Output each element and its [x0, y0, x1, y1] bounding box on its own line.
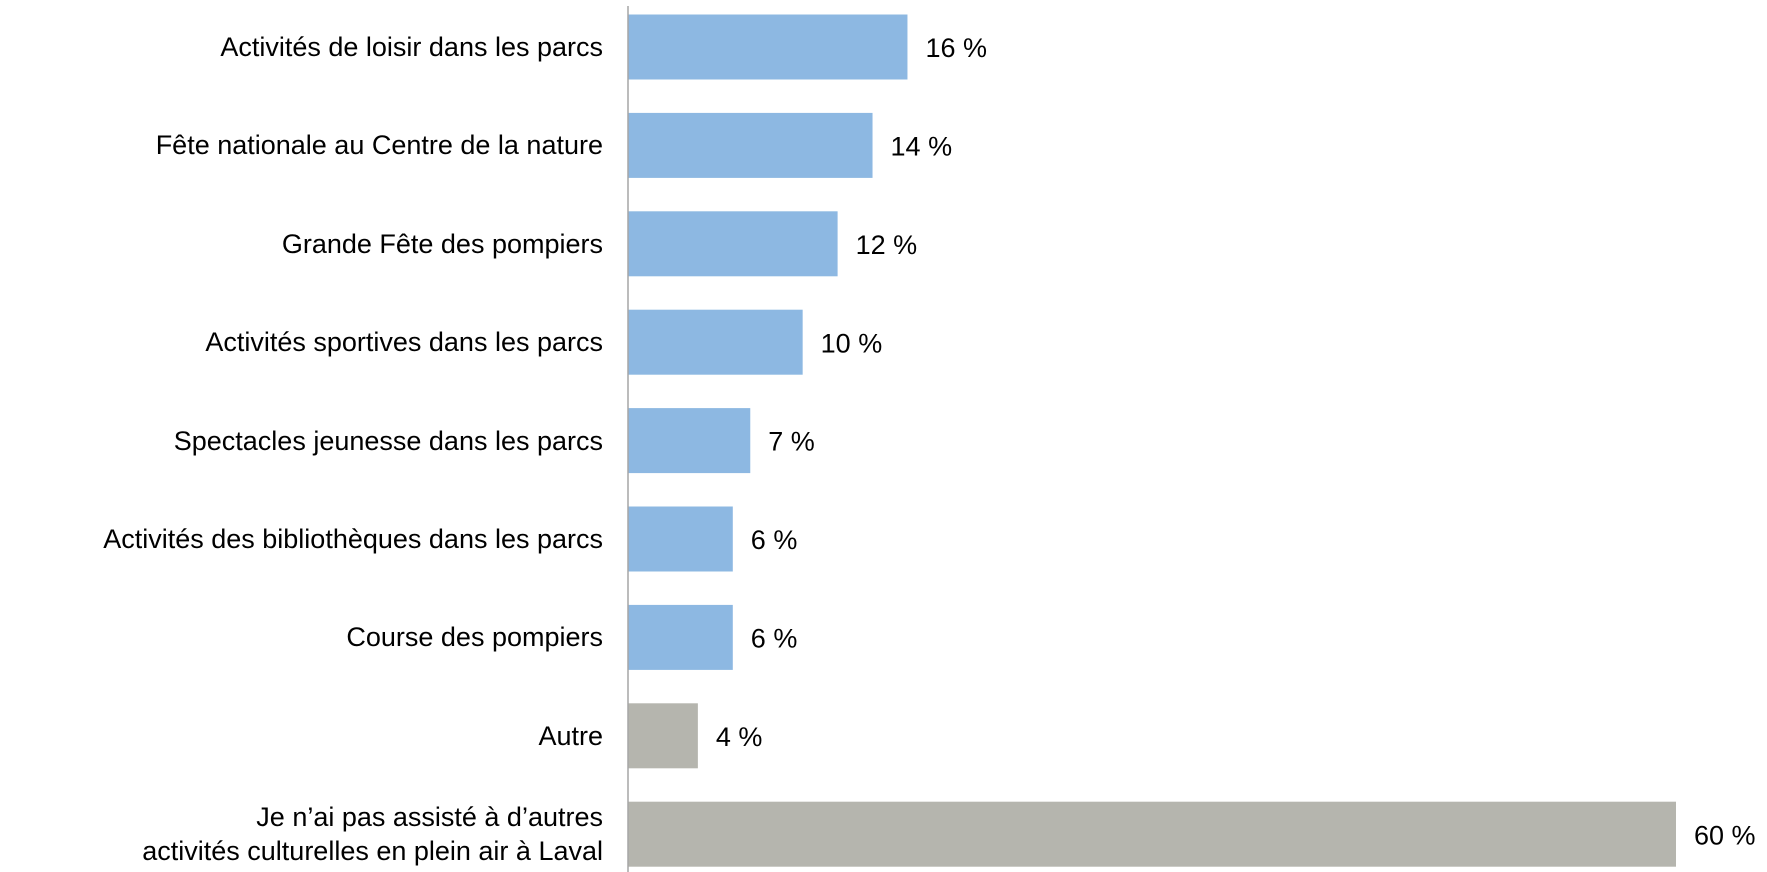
bar [628, 112, 873, 178]
category-label: Je n’ai pas assisté à d’autres activités… [142, 802, 603, 867]
category-label: Activités des bibliothèques dans les par… [103, 524, 603, 554]
category-label: Spectacles jeunesse dans les parcs [173, 425, 603, 456]
category-label: Grande Fête des pompiers [281, 228, 603, 259]
bar [628, 211, 838, 277]
category-label: Activités sportives dans les parcs [205, 327, 603, 358]
bar [628, 408, 751, 474]
bar [628, 604, 733, 670]
value-label: 12 % [856, 230, 918, 260]
bar [628, 506, 733, 572]
value-label: 14 % [891, 132, 953, 162]
category-label: Course des pompiers [346, 622, 603, 653]
bar [628, 14, 908, 80]
bar [628, 801, 1676, 867]
category-label: Activités de loisir dans les parcs [220, 32, 603, 62]
value-label: 60 % [1694, 820, 1756, 850]
bar [628, 703, 698, 769]
category-label: Fête nationale au Centre de la nature [155, 130, 603, 161]
value-label: 7 % [768, 427, 815, 457]
value-label: 6 % [751, 525, 798, 555]
value-label: 6 % [751, 624, 798, 654]
bar [628, 309, 803, 375]
category-label: Autre [538, 720, 603, 751]
value-label: 16 % [925, 33, 987, 63]
value-label: 4 % [716, 722, 763, 752]
value-label: 10 % [821, 328, 883, 358]
